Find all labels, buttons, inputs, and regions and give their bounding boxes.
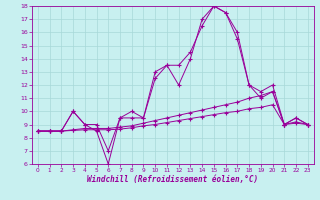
X-axis label: Windchill (Refroidissement éolien,°C): Windchill (Refroidissement éolien,°C) bbox=[87, 175, 258, 184]
